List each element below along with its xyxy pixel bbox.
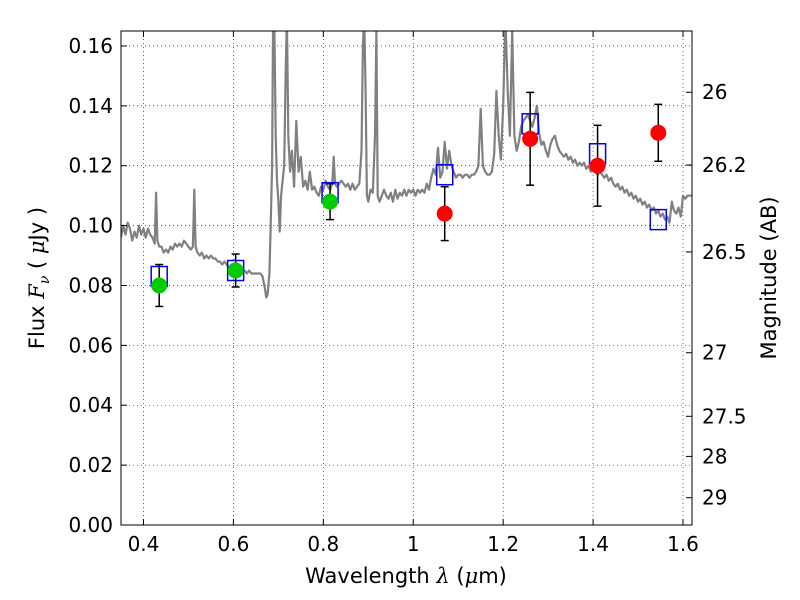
x-tick-label: 1 — [407, 532, 420, 556]
mag-tick-label: 27.5 — [702, 404, 747, 428]
y-tick-label: 0.14 — [68, 94, 113, 118]
y-tick-label: 0.06 — [68, 333, 113, 357]
x-tick-label: 0.4 — [128, 532, 160, 556]
grid-lines — [121, 31, 692, 526]
x-tick-label: 0.6 — [217, 532, 249, 556]
model-spectrum-line — [121, 31, 692, 299]
observed-flux-point — [589, 157, 606, 174]
y-tick-label: 0.02 — [68, 453, 113, 477]
x-tick-label: 1.4 — [577, 532, 609, 556]
x-tick-labels: 0.4 0.6 0.8 1 1.2 1.4 1.6 — [128, 532, 699, 556]
observed-flux-point — [522, 130, 539, 147]
mag-tick-label: 26.2 — [702, 153, 747, 177]
y2-axis-title: Magnitude (AB) — [757, 196, 781, 359]
y-tick-label: 0.08 — [68, 273, 113, 297]
y-axis-title: Flux Fν ( μJy ) — [25, 207, 53, 349]
observed-flux-point — [151, 277, 168, 294]
y-tick-label: 0.00 — [68, 513, 113, 537]
mag-tick-label: 26.5 — [702, 240, 747, 264]
x-tick-label: 1.2 — [487, 532, 519, 556]
mag-tick-label: 27 — [702, 341, 727, 365]
observed-flux-point — [650, 124, 667, 141]
y-tick-labels: 0.00 0.02 0.04 0.06 0.08 0.10 0.12 0.14 0.16 — [68, 34, 113, 537]
mag-tick-label: 26 — [702, 80, 727, 104]
y-tick-label: 0.16 — [68, 34, 113, 58]
y-tick-label: 0.04 — [68, 393, 113, 417]
y-tick-label: 0.10 — [68, 214, 113, 238]
plot-area — [121, 31, 692, 308]
y-tick-label: 0.12 — [68, 154, 113, 178]
plot-frame — [120, 30, 693, 526]
x-tick-label: 1.6 — [667, 532, 699, 556]
mag-tick-label: 28 — [702, 444, 727, 468]
model-photometry-square — [649, 208, 668, 231]
axis-ticks — [121, 31, 692, 526]
observed-flux-point — [436, 205, 453, 222]
x-tick-label: 0.8 — [307, 532, 339, 556]
model-photometry-square — [435, 163, 454, 186]
magnitude-tick-labels: 26 26.2 26.5 27 27.5 28 29 — [702, 80, 747, 509]
observed-flux-point — [322, 193, 339, 210]
observed-flux-point — [227, 262, 244, 279]
x-axis-title: Wavelength λ (μm) — [305, 564, 507, 588]
mag-tick-label: 29 — [702, 486, 727, 510]
